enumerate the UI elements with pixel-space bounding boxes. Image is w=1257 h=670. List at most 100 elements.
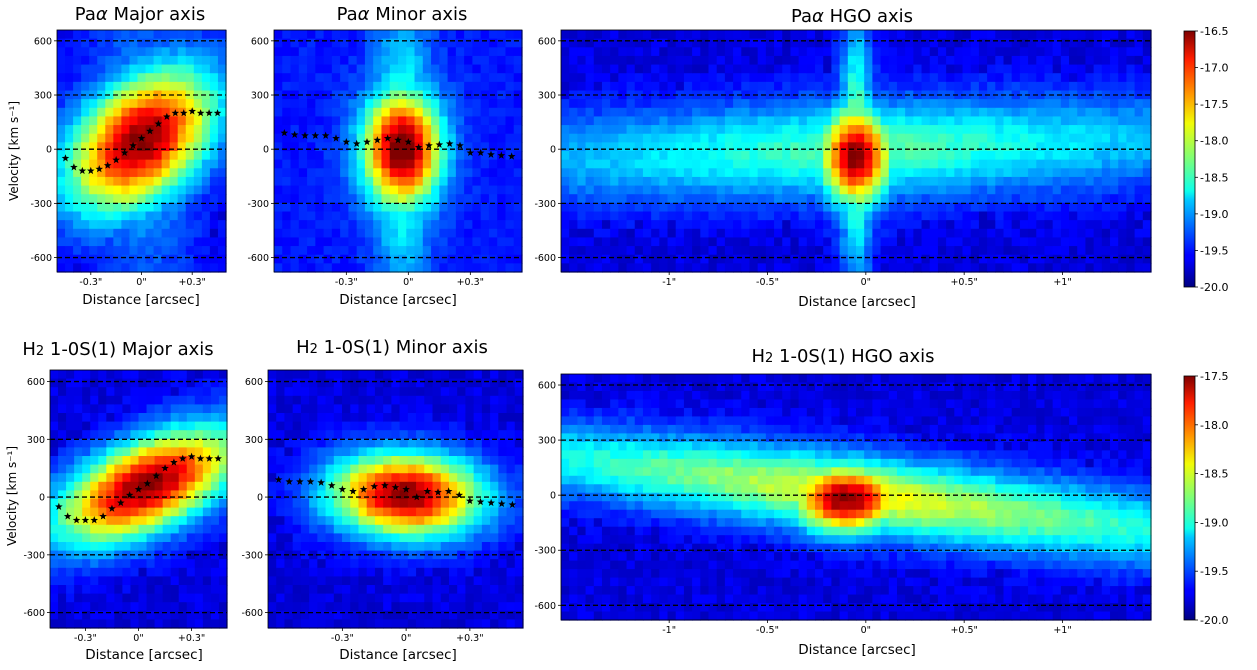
heatmap-h2-major: 600 300 0 -300 -600 -0.3" 0" +0.3" [23, 369, 228, 644]
heatmap-cells [274, 30, 523, 273]
colorbar-tick-label: -18.0 [1200, 419, 1228, 432]
x-axis-label: Distance [arcsec] [82, 292, 200, 308]
y-tick-label: 0 [550, 491, 556, 502]
x-tick-label: 0" [401, 633, 411, 644]
rotation-curve-point [391, 483, 400, 491]
colorbar-tick-label: -19.0 [1200, 208, 1228, 221]
y-tick-label: -600 [23, 608, 45, 619]
plot-frame [560, 373, 1152, 621]
y-tick-label: -600 [241, 608, 263, 619]
colorbar-tick-label: -19.5 [1200, 565, 1228, 578]
rotation-curve-point [359, 485, 368, 493]
rotation-curve-point [188, 107, 196, 115]
rotation-curve-point [95, 165, 104, 173]
rotation-curve-point [214, 454, 222, 462]
heatmap-pa-minor: 600 300 0 -300 -600 -0.3" 0" +0.3" [247, 29, 523, 288]
rotation-curve-point [196, 454, 205, 462]
colorbar-tick-label: -18.5 [1200, 171, 1228, 184]
heatmap-pa-hgo: 600 300 0 -300 -600 -1" -0.5" 0" +0.5" +1" [534, 29, 1152, 288]
panel-h2-major: H2 1-0S(1) Major axis 600 300 0 -300 -600 -0.… [5, 339, 228, 663]
x-tick-label: 0" [136, 277, 146, 288]
y-tick-label: 0 [550, 145, 556, 156]
rotation-curve-point [332, 134, 340, 142]
plot-frame [273, 29, 523, 273]
rotation-curve-point [445, 139, 454, 148]
rotation-curve-point [55, 502, 63, 510]
rotation-curve-point [154, 119, 163, 128]
rotation-curve-point [205, 454, 214, 462]
x-axis-label: Distance [arcsec] [798, 642, 916, 658]
panel-title: Paα HGO axis [791, 6, 913, 27]
colorbar-tick-label: -20.0 [1200, 614, 1228, 627]
rotation-curve-point [425, 141, 433, 149]
rotation-curve-point [63, 512, 72, 520]
colorbar-tick-label: -19.5 [1200, 244, 1228, 257]
rotation-curve-point [103, 161, 112, 169]
rotation-curve-point [363, 137, 371, 146]
rotation-curve-point [383, 134, 392, 142]
x-tick-label: +0.3" [178, 633, 205, 644]
x-tick-label: -0.3" [335, 277, 358, 288]
colorbar-tick-label: -18.0 [1200, 135, 1228, 148]
x-axis-label: Distance [arcsec] [798, 294, 916, 310]
y-axis-label: Velocity [km s⁻¹] [5, 446, 19, 546]
rotation-curve-point [435, 140, 444, 148]
panel-pa-minor: Paα Minor axis 600 300 0 -300 -600 -0.3" 0" +0.… [247, 4, 523, 308]
rotation-curve-point [163, 112, 171, 120]
y-tick-label: 600 [538, 381, 556, 392]
panel-pa-major: Paα Major axis 600 300 0 -300 -600 -0.3" 0" +0.… [7, 4, 227, 308]
y-tick-label: -300 [23, 550, 45, 561]
rotation-curve-point [352, 139, 361, 148]
rotation-curve-point [466, 496, 474, 505]
rotation-curve-point [280, 128, 289, 137]
heatmap-cells [57, 30, 227, 273]
rotation-curve-point [306, 477, 315, 485]
rotation-curve-point [301, 131, 309, 139]
rotation-curve-point [213, 109, 222, 117]
y-tick-label: -300 [247, 199, 269, 210]
rotation-curve-point [61, 154, 70, 162]
y-tick-label: 600 [34, 36, 52, 47]
panel-pa-hgo: Paα HGO axis 600 300 0 -300 -600 -1" -0.5" 0" +0… [534, 6, 1152, 310]
y-tick-label: -300 [241, 550, 263, 561]
rotation-curve-point [466, 148, 475, 157]
x-tick-label: +1" [1053, 277, 1071, 288]
y-tick-label: -300 [534, 199, 556, 210]
x-axis-label: Distance [arcsec] [339, 292, 457, 308]
x-tick-label: +0.3" [456, 633, 483, 644]
y-tick-label: -600 [534, 601, 556, 612]
y-tick-label: 0 [39, 493, 45, 504]
panel-title: Paα Minor axis [337, 4, 468, 25]
rotation-curve-point [134, 485, 143, 493]
colorbar-tick-label: -18.5 [1200, 468, 1228, 481]
rotation-curve-point [321, 131, 330, 139]
colorbar-top: -16.5 -17.0 -17.5 -18.0 -18.5 -19.0 -19.5 -20.0 [1183, 25, 1228, 294]
colorbar-tick-label: -17.0 [1200, 62, 1228, 75]
rotation-curve-point [137, 134, 146, 142]
x-tick-label: -0.3" [74, 633, 97, 644]
heatmap-cells [561, 374, 1152, 621]
rotation-curve-point [414, 143, 423, 151]
rotation-curve-point [171, 109, 180, 117]
rotation-curve-point [274, 475, 283, 483]
y-tick-label: -300 [534, 546, 556, 557]
rotation-curve-point [423, 487, 432, 495]
rotation-curve-point [381, 481, 389, 489]
rotation-curve-point [296, 477, 304, 485]
rotation-curve-point [178, 454, 187, 462]
x-tick-label: 0" [861, 277, 871, 288]
rotation-curve-point [108, 504, 116, 512]
rotation-curve-point [205, 109, 213, 117]
x-tick-label: 0" [861, 625, 871, 636]
y-tick-label: 600 [245, 377, 263, 388]
y-tick-label: 300 [27, 435, 45, 446]
y-axis-label: Velocity [km s⁻¹] [7, 101, 21, 201]
colorbar-bottom: -17.5 -18.0 -18.5 -19.0 -19.5 -20.0 [1183, 370, 1228, 627]
plot-frame [560, 29, 1152, 273]
rotation-curve-point [187, 452, 196, 460]
rotation-curve-point [129, 141, 137, 149]
x-tick-label: 0" [133, 633, 143, 644]
rotation-curve-point [434, 488, 442, 496]
rotation-curve-point [394, 136, 402, 144]
rotation-curve-point [497, 151, 506, 159]
